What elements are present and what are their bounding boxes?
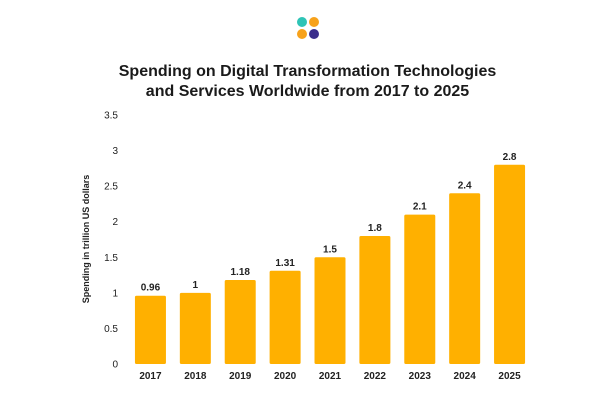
four-dot-logo-icon <box>297 17 319 39</box>
bar-2020 <box>269 270 301 364</box>
logo-dot-top-right <box>309 17 319 27</box>
logo-dot-bottom-right <box>309 29 319 39</box>
chart-title-line-1: Spending on Digital Transformation Techn… <box>118 63 497 80</box>
data-label-2019: 1.18 <box>230 267 250 278</box>
x-tick-label-2017: 2017 <box>139 371 162 382</box>
y-tick-label: 3 <box>112 146 118 157</box>
y-tick-label: 2 <box>112 217 118 228</box>
data-label-2021: 1.5 <box>323 244 337 255</box>
data-labels: 0.96 1 1.18 1.31 1.5 1.8 2.1 2.4 2.8 <box>141 152 517 294</box>
y-tick-label: 0.5 <box>104 324 118 335</box>
bar-2017 <box>134 295 166 364</box>
x-tick-label-2020: 2020 <box>274 371 297 382</box>
x-tick-label-2021: 2021 <box>319 371 342 382</box>
y-tick-label: 1.5 <box>104 253 118 264</box>
y-tick-label: 2.5 <box>104 182 118 193</box>
data-label-2025: 2.8 <box>503 152 517 163</box>
y-axis-label: Spending in trillion US dollars <box>81 175 91 304</box>
x-tick-label-2023: 2023 <box>409 371 432 382</box>
y-axis-ticks: 0 0.5 1 1.5 2 2.5 3 3.5 <box>104 111 118 371</box>
data-label-2017: 0.96 <box>141 283 161 294</box>
x-tick-label-2022: 2022 <box>364 371 387 382</box>
bar-2019 <box>224 280 256 364</box>
bar-2025 <box>494 164 526 364</box>
data-label-2018: 1 <box>193 280 199 291</box>
bar-2018 <box>179 292 211 364</box>
bar-2023 <box>404 214 436 364</box>
data-label-2020: 1.31 <box>275 258 295 269</box>
x-tick-label-2025: 2025 <box>498 371 521 382</box>
y-tick-label: 3.5 <box>104 111 118 122</box>
data-label-2024: 2.4 <box>458 180 472 191</box>
chart-title: Spending on Digital Transformation Techn… <box>0 62 615 102</box>
y-tick-label: 0 <box>112 360 118 371</box>
x-tick-label-2024: 2024 <box>454 371 477 382</box>
y-tick-label: 1 <box>112 288 118 299</box>
data-label-2023: 2.1 <box>413 202 427 213</box>
logo-dot-top-left <box>297 17 307 27</box>
bar-2021 <box>314 257 346 364</box>
x-axis-ticks: 2017 2018 2019 2020 2021 2022 2023 2024 2025 <box>139 371 521 382</box>
bar-2022 <box>359 235 391 364</box>
chart-title-line-2: and Services Worldwide from 2017 to 2025 <box>145 83 470 100</box>
data-label-2022: 1.8 <box>368 223 382 234</box>
bar-2024 <box>449 193 481 364</box>
x-tick-label-2018: 2018 <box>184 371 207 382</box>
logo-dot-bottom-left <box>297 29 307 39</box>
x-tick-label-2019: 2019 <box>229 371 252 382</box>
bars <box>134 164 526 364</box>
